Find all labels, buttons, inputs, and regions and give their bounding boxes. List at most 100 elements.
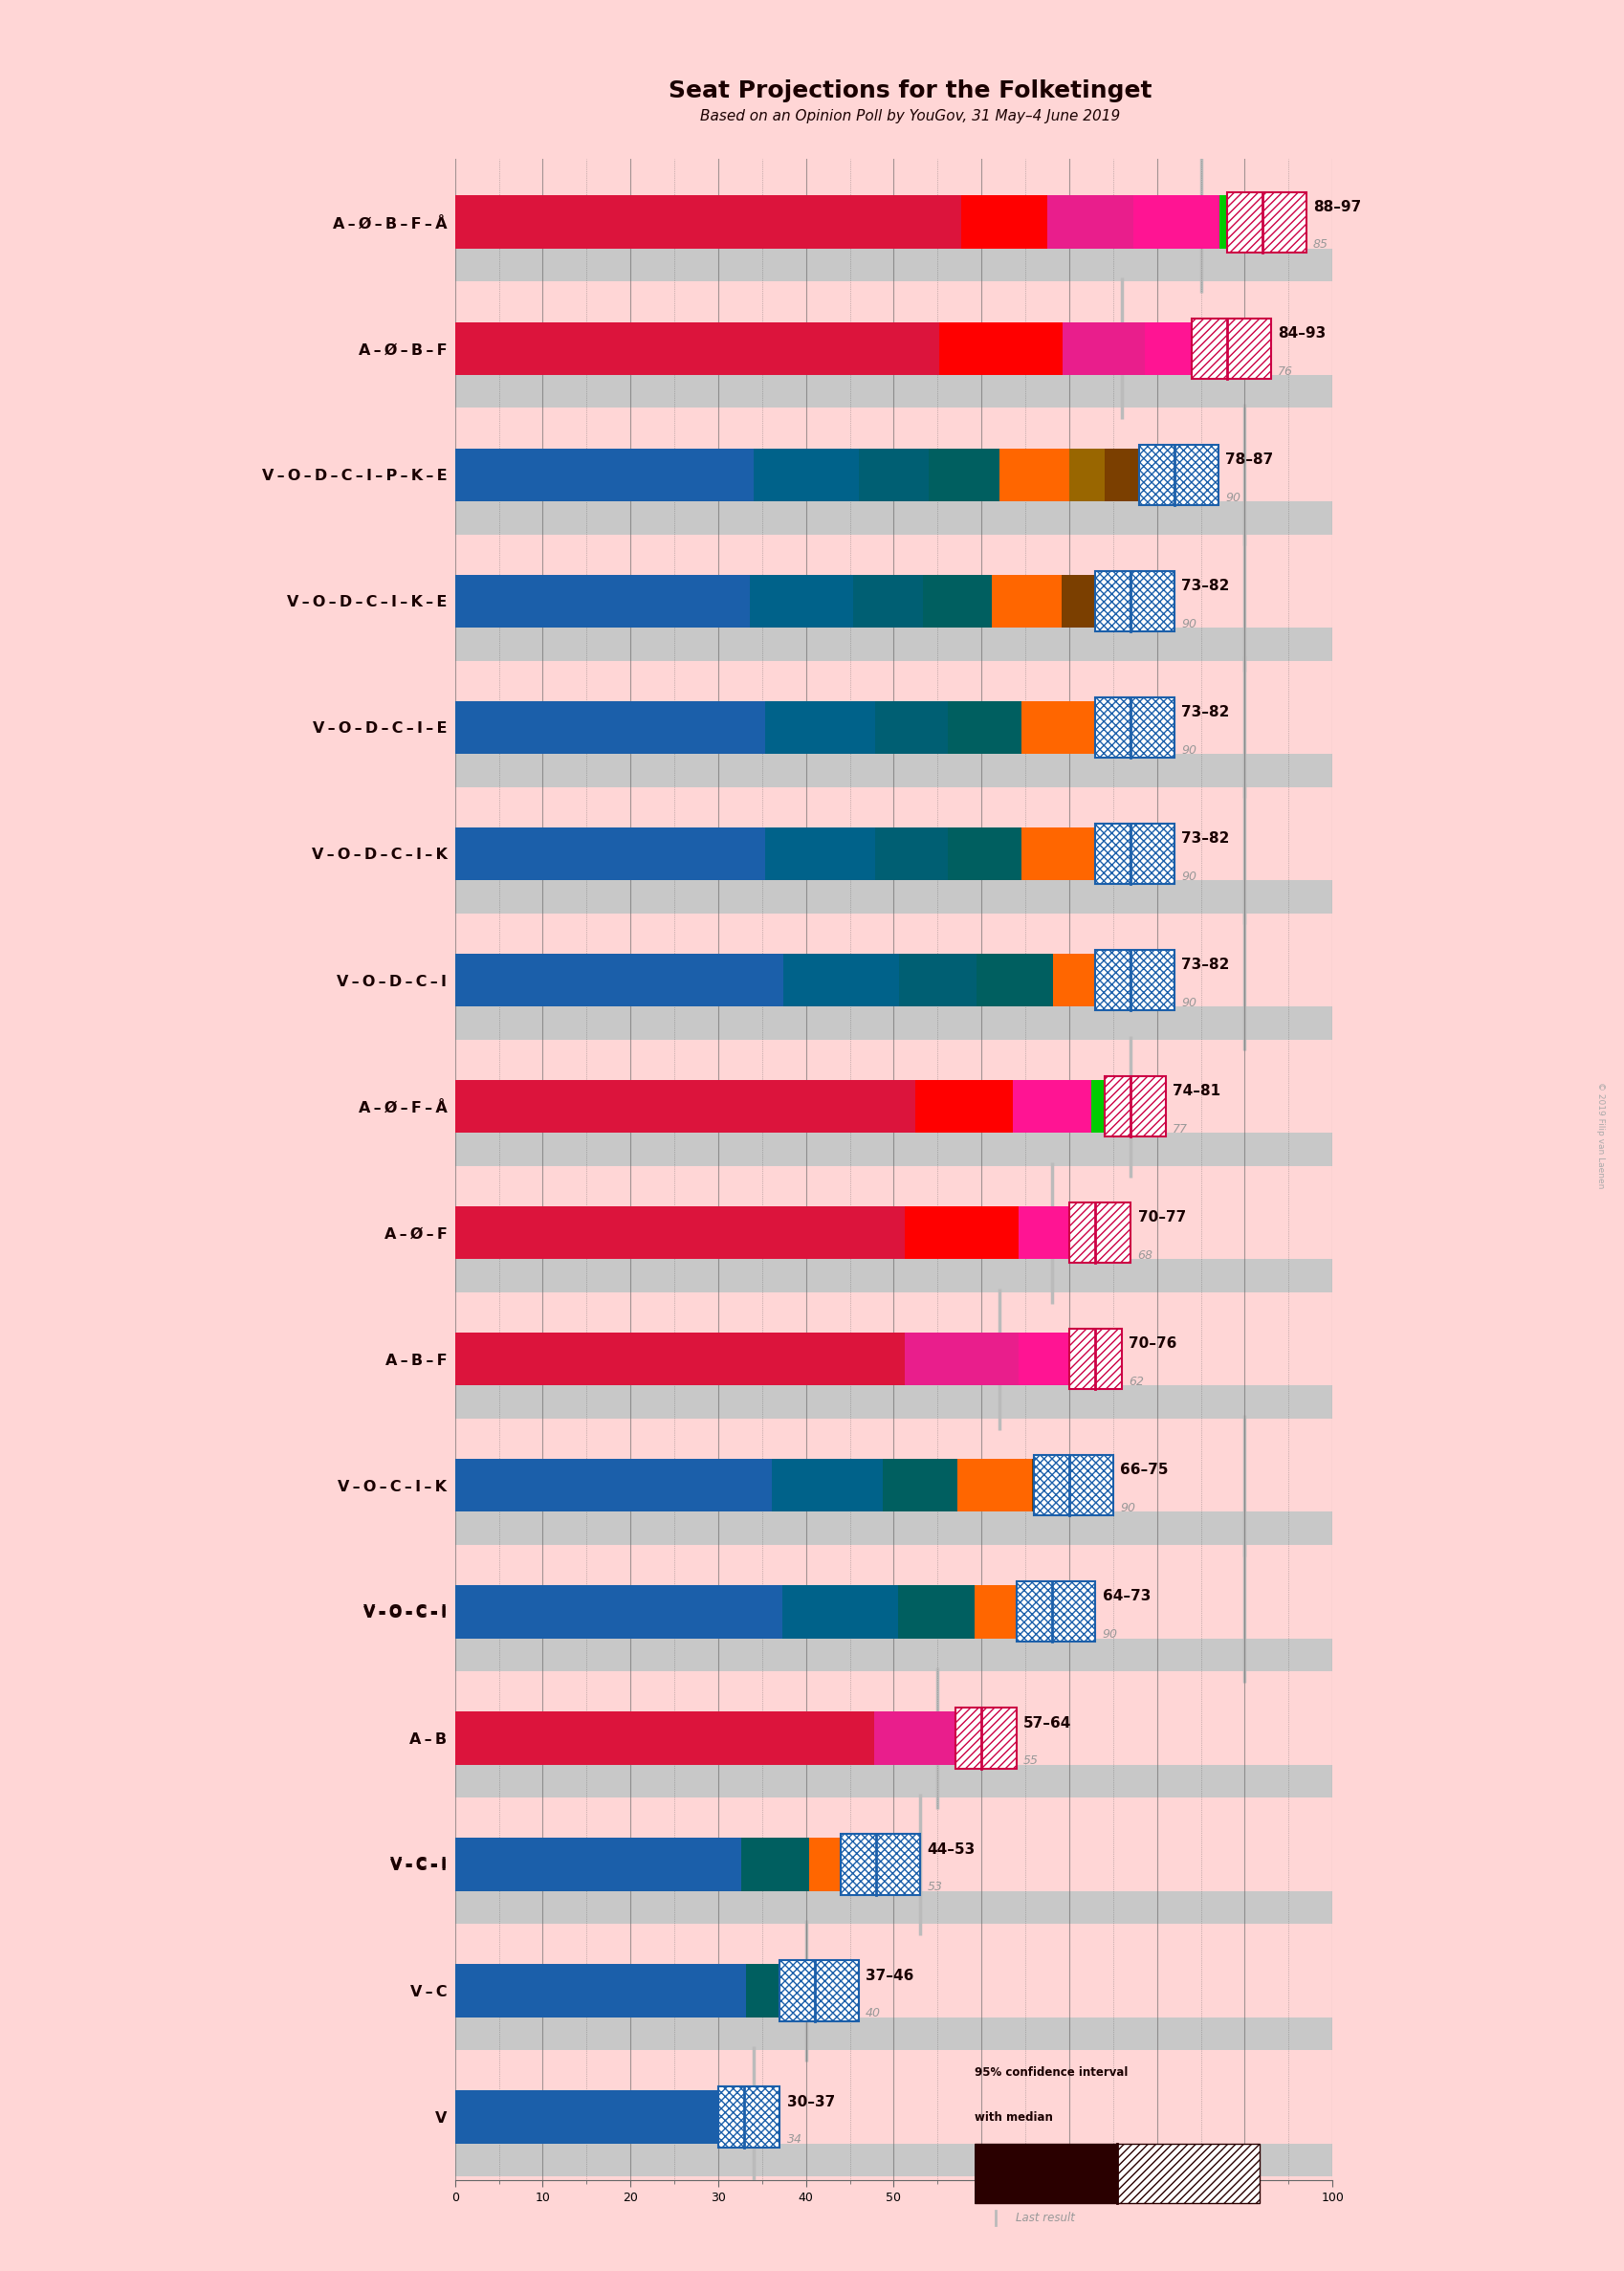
Bar	[455, 1006, 1332, 1081]
Bar	[741, 1837, 809, 1892]
Text: 44–53: 44–53	[927, 1842, 974, 1855]
Bar	[1095, 824, 1174, 883]
Bar	[1095, 570, 1174, 631]
Bar	[455, 788, 1332, 827]
Bar	[455, 1206, 905, 1258]
Bar	[455, 2092, 744, 2144]
Bar	[1052, 954, 1130, 1006]
Bar	[874, 827, 947, 881]
Text: 90: 90	[1224, 491, 1241, 504]
Bar	[882, 1458, 957, 1512]
Bar	[992, 575, 1060, 627]
Text: Last result: Last result	[1015, 2212, 1073, 2223]
Text: 64–73: 64–73	[1103, 1590, 1150, 1603]
Bar	[718, 2087, 780, 2148]
Bar	[455, 1419, 1332, 1458]
Bar	[455, 1292, 1332, 1333]
Bar	[455, 1765, 1332, 1837]
Text: 70–76: 70–76	[1129, 1338, 1176, 1351]
Text: 73–82: 73–82	[1181, 958, 1229, 972]
Text: V – O – C – I: V – O – C – I	[364, 1606, 447, 1619]
Bar	[1104, 447, 1138, 502]
Text: 90: 90	[1181, 997, 1197, 1008]
Bar	[1138, 445, 1218, 504]
Bar	[974, 1585, 1051, 1637]
Bar	[1095, 575, 1130, 627]
Bar	[455, 1458, 771, 1512]
Bar	[455, 1081, 914, 1133]
Bar	[874, 702, 947, 754]
Bar	[455, 1637, 1332, 1712]
Text: 70–77: 70–77	[1137, 1210, 1186, 1224]
Bar	[874, 1712, 981, 1765]
Text: 40: 40	[866, 2008, 880, 2019]
Bar	[898, 954, 976, 1006]
Bar	[754, 447, 857, 502]
Bar	[999, 447, 1069, 502]
Bar	[1138, 447, 1174, 502]
Bar	[455, 409, 1332, 447]
Bar	[957, 1458, 1031, 1512]
Bar	[771, 1458, 882, 1512]
Bar	[745, 1964, 814, 2017]
Bar	[853, 575, 922, 627]
Bar	[1062, 322, 1145, 375]
Bar	[905, 1333, 1018, 1385]
Bar	[1018, 1206, 1095, 1258]
Text: 53: 53	[927, 1880, 942, 1894]
Bar	[455, 954, 783, 1006]
Bar	[455, 2176, 1332, 2216]
Bar	[809, 1837, 875, 1892]
Bar	[1091, 1081, 1130, 1133]
Text: 34: 34	[786, 2132, 802, 2146]
Bar	[939, 322, 1062, 375]
Bar	[455, 702, 765, 754]
Bar	[1020, 827, 1093, 881]
Text: 68: 68	[1137, 1249, 1153, 1263]
Bar	[455, 322, 939, 375]
Bar	[455, 1585, 781, 1637]
Bar	[455, 1258, 1332, 1333]
Bar	[1031, 1458, 1069, 1512]
Bar	[455, 1333, 905, 1385]
Bar	[1192, 318, 1270, 379]
Bar	[976, 954, 1052, 1006]
Bar	[1095, 949, 1174, 1011]
Bar	[955, 1708, 1017, 1769]
Bar	[455, 534, 1332, 575]
Bar	[783, 954, 898, 1006]
Bar	[1095, 697, 1174, 759]
Bar	[455, 1671, 1332, 1712]
Bar	[896, 1585, 974, 1637]
Bar	[455, 2051, 1332, 2092]
Text: with median: with median	[974, 2112, 1052, 2123]
Bar	[781, 1585, 896, 1637]
Bar	[455, 375, 1332, 447]
Text: Based on an Opinion Poll by YouGov, 31 May–4 June 2019: Based on an Opinion Poll by YouGov, 31 M…	[700, 109, 1119, 123]
Text: 74–81: 74–81	[1173, 1083, 1220, 1099]
Bar	[455, 502, 1332, 575]
Bar	[947, 702, 1020, 754]
Bar	[455, 827, 765, 881]
Bar	[455, 627, 1332, 702]
Bar	[914, 1081, 1012, 1133]
Bar	[1069, 1201, 1130, 1263]
Bar	[974, 2144, 1117, 2203]
Bar	[1226, 191, 1306, 252]
Bar	[455, 1799, 1332, 1837]
Bar	[455, 754, 1332, 827]
Text: 66–75: 66–75	[1119, 1463, 1168, 1478]
Bar	[455, 1544, 1332, 1585]
Bar	[455, 1385, 1332, 1458]
Bar	[455, 913, 1332, 954]
Bar	[1046, 195, 1132, 248]
Text: V – C – I: V – C – I	[390, 1858, 447, 1871]
Bar	[947, 827, 1020, 881]
Text: 78–87: 78–87	[1224, 452, 1273, 468]
Text: 37–46: 37–46	[866, 1969, 913, 1983]
Bar	[1104, 1076, 1164, 1138]
Text: 90: 90	[1103, 1628, 1117, 1640]
Text: 85: 85	[1312, 238, 1328, 252]
Bar	[1069, 447, 1104, 502]
Text: 30–37: 30–37	[786, 2094, 835, 2110]
